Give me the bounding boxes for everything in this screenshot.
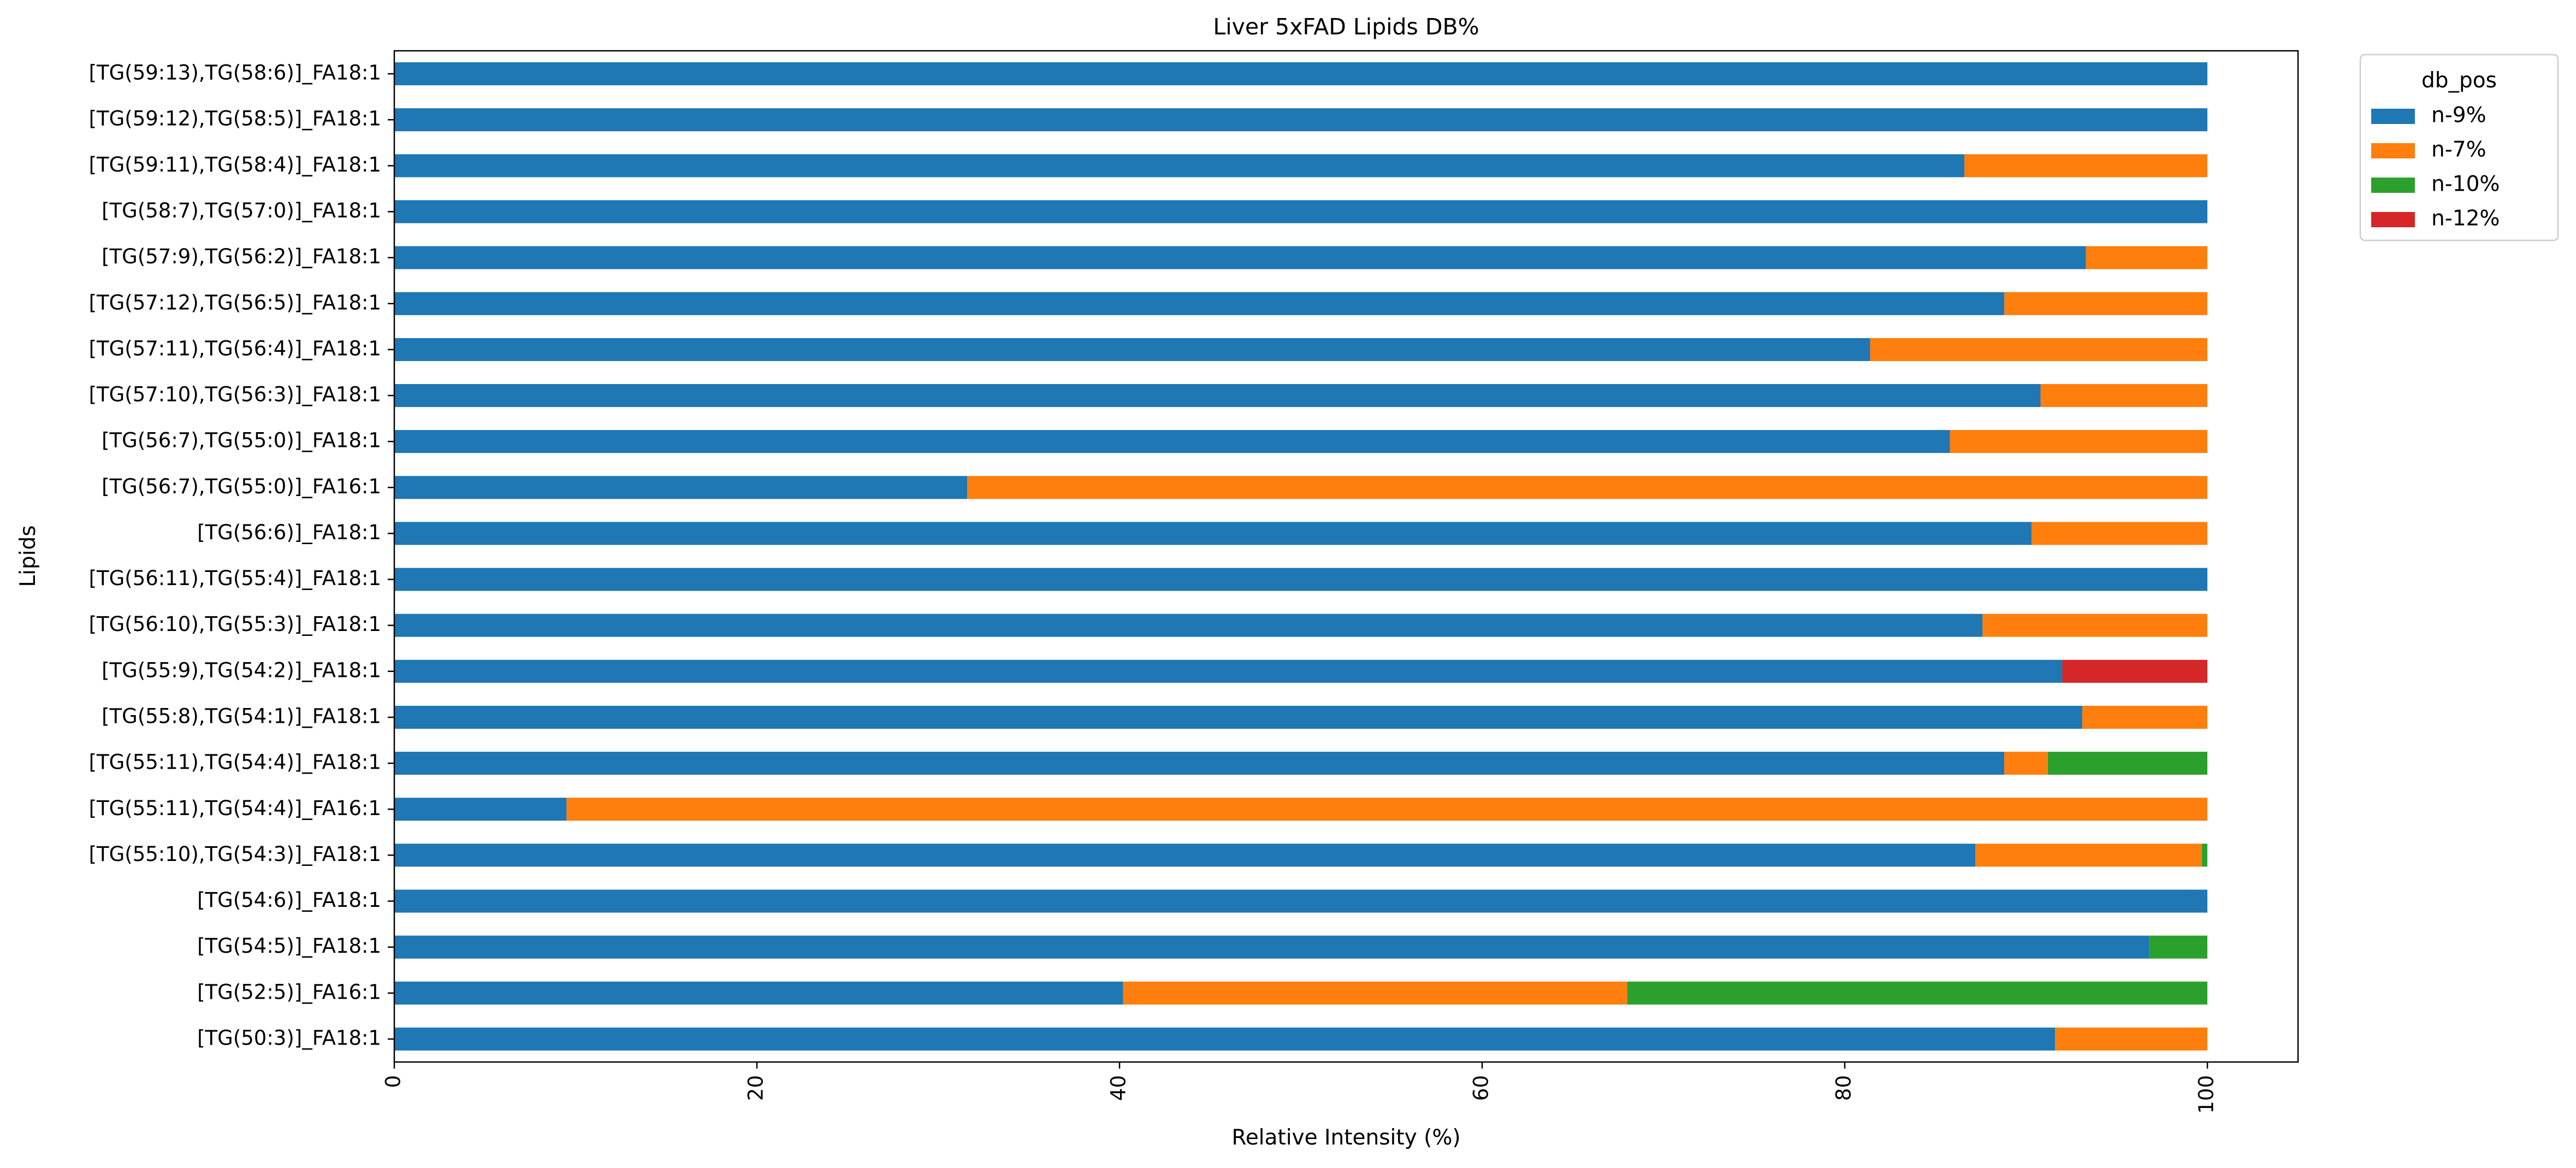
bar-segment-n-7pct-row-11 [2031, 522, 2207, 545]
y-tick-label: [TG(58:7),TG(57:0)]_FA18:1 [102, 199, 381, 222]
bar-segment-n-9pct-row-18 [394, 843, 1976, 867]
y-tick-label: [TG(54:6)]_FA18:1 [197, 888, 381, 912]
y-tick-label: [TG(57:12),TG(56:5)]_FA18:1 [89, 291, 381, 314]
y-tick-label: [TG(57:11),TG(56:4)]_FA18:1 [89, 337, 381, 360]
bar-segment-n-10pct-row-21 [1627, 981, 2207, 1005]
y-axis-label: Lipids [16, 525, 40, 587]
bar-segment-n-10pct-row-18 [2202, 843, 2207, 867]
y-tick-label: [TG(55:10),TG(54:3)]_FA18:1 [89, 842, 381, 866]
bar-segment-n-7pct-row-15 [2082, 705, 2207, 729]
y-tick-label: [TG(55:11),TG(54:4)]_FA18:1 [89, 751, 381, 774]
y-tick-label: [TG(50:3)]_FA18:1 [197, 1026, 381, 1049]
x-tick-label: 0 [382, 1075, 405, 1088]
legend-swatch-n-12pct [2371, 212, 2415, 227]
x-axis-ticks: 0 20 40 60 80 100 [382, 1062, 2218, 1114]
bar-segment-n-10pct-row-20 [2149, 935, 2207, 959]
bar-segment-n-9pct-row-6 [394, 292, 2005, 315]
y-tick-label: [TG(54:5)]_FA18:1 [197, 934, 381, 958]
legend-title: db_pos [2421, 68, 2497, 93]
x-tick-label: 80 [1832, 1075, 1856, 1101]
bar-segment-n-7pct-row-16 [2004, 752, 2048, 775]
bar-segment-n-9pct-row-12 [394, 568, 2207, 591]
legend-items: n-9% n-7% n-10% n-12% [2371, 103, 2500, 231]
y-tick-label: [TG(56:10),TG(55:3)]_FA18:1 [89, 612, 381, 636]
x-tick-label: 40 [1107, 1075, 1130, 1101]
bar-segment-n-9pct-row-3 [394, 154, 1965, 178]
x-axis-label: Relative Intensity (%) [1231, 1125, 1460, 1150]
y-tick-label: [TG(56:7),TG(55:0)]_FA18:1 [102, 429, 381, 452]
bar-segment-n-9pct-row-14 [394, 659, 2063, 683]
legend-swatch-n-9pct [2371, 109, 2415, 124]
legend-label-n-7pct: n-7% [2431, 138, 2486, 162]
y-tick-label: [TG(59:12),TG(58:5)]_FA18:1 [89, 107, 381, 131]
legend-swatch-n-10pct [2371, 178, 2415, 193]
bar-segment-n-9pct-row-20 [394, 935, 2149, 959]
bar-segment-n-9pct-row-15 [394, 705, 2082, 729]
bar-segment-n-7pct-row-22 [2055, 1027, 2207, 1051]
bar-segment-n-7pct-row-7 [1870, 338, 2207, 361]
y-tick-label: [TG(52:5)]_FA16:1 [197, 980, 381, 1004]
y-tick-label: [TG(57:9),TG(56:2)]_FA18:1 [102, 245, 381, 268]
legend-label-n-9pct: n-9% [2431, 103, 2486, 128]
y-tick-label: [TG(56:6)]_FA18:1 [197, 521, 381, 544]
bar-segment-n-9pct-row-21 [394, 981, 1123, 1005]
bar-segment-n-9pct-row-10 [394, 476, 968, 499]
y-tick-label: [TG(55:9),TG(54:2)]_FA18:1 [102, 658, 381, 682]
bar-segment-n-7pct-row-3 [1964, 154, 2207, 178]
bar-segment-n-12pct-row-14 [2062, 659, 2207, 683]
bar-segment-n-9pct-row-11 [394, 522, 2032, 545]
bar-segment-n-7pct-row-18 [1975, 843, 2202, 867]
bar-segment-n-7pct-row-9 [1950, 430, 2207, 453]
chart-title: Liver 5xFAD Lipids DB% [1213, 14, 1479, 40]
bar-segment-n-9pct-row-13 [394, 614, 1983, 637]
bar-segment-n-7pct-row-10 [967, 476, 2207, 499]
y-tick-label: [TG(56:11),TG(55:4)]_FA18:1 [89, 567, 381, 590]
legend-label-n-10pct: n-10% [2431, 172, 2500, 197]
bar-segment-n-7pct-row-6 [2004, 292, 2207, 315]
legend-frame [2359, 54, 2559, 241]
y-tick-label: [TG(59:13),TG(58:6)]_FA18:1 [89, 61, 381, 85]
y-tick-label: [TG(56:7),TG(55:0)]_FA16:1 [102, 475, 381, 498]
bars-group [394, 62, 2208, 1051]
bar-segment-n-9pct-row-5 [394, 246, 2086, 269]
bar-segment-n-9pct-row-9 [394, 430, 1950, 453]
y-axis-ticks: [TG(59:13),TG(58:6)]_FA18:1 [TG(59:12),TG… [89, 61, 394, 1049]
x-tick-label: 20 [744, 1075, 768, 1101]
y-tick-label: [TG(55:8),TG(54:1)]_FA18:1 [102, 704, 381, 728]
bar-segment-n-9pct-row-16 [394, 752, 2005, 775]
x-tick-label: 100 [2195, 1075, 2218, 1114]
y-tick-label: [TG(55:11),TG(54:4)]_FA16:1 [89, 797, 381, 820]
bar-segment-n-9pct-row-7 [394, 338, 1870, 361]
bar-segment-n-9pct-row-2 [394, 108, 2207, 132]
x-tick-label: 60 [1470, 1075, 1493, 1101]
y-tick-label: [TG(57:10),TG(56:3)]_FA18:1 [89, 383, 381, 406]
bar-segment-n-9pct-row-8 [394, 384, 2041, 408]
bar-segment-n-7pct-row-5 [2086, 246, 2207, 269]
bar-segment-n-7pct-row-8 [2040, 384, 2207, 408]
bar-segment-n-10pct-row-16 [2047, 752, 2207, 775]
plot-frame [393, 50, 2299, 1063]
bar-segment-n-7pct-row-21 [1123, 981, 1627, 1005]
bar-segment-n-7pct-row-13 [1982, 614, 2207, 637]
legend-swatch-n-7pct [2371, 143, 2415, 158]
y-tick-label: [TG(59:11),TG(58:4)]_FA18:1 [89, 153, 381, 176]
legend: db_pos n-9% n-7% n-10% n-12% [2359, 54, 2559, 241]
bar-segment-n-7pct-row-17 [566, 798, 2208, 821]
bar-segment-n-9pct-row-1 [394, 62, 2207, 86]
bar-segment-n-9pct-row-19 [394, 889, 2207, 913]
bar-segment-n-9pct-row-4 [394, 200, 2207, 223]
legend-label-n-12pct: n-12% [2431, 207, 2500, 231]
bar-segment-n-9pct-row-22 [394, 1027, 2056, 1051]
bar-segment-n-9pct-row-17 [394, 798, 567, 821]
